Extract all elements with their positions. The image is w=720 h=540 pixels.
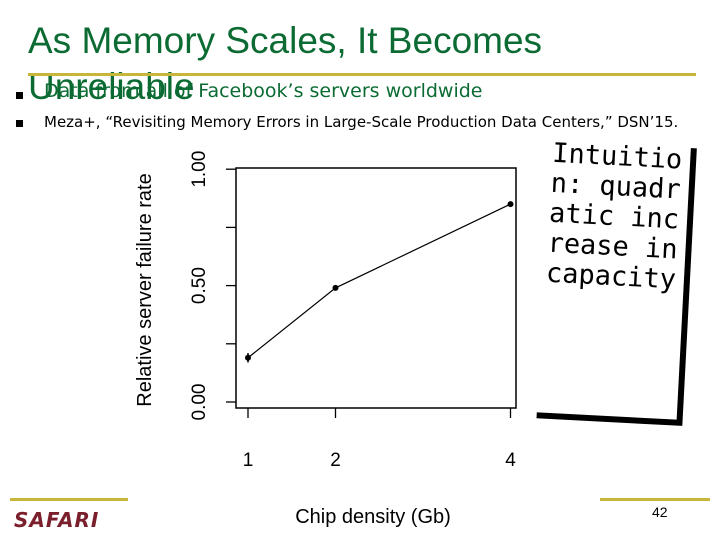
title-line-1: As Memory Scales, It Becomes xyxy=(28,20,543,61)
y-tick-label: 1.00 xyxy=(189,151,210,188)
x-tick-label: 1 xyxy=(243,450,254,471)
footer-divider-right xyxy=(600,498,710,501)
x-tick-label: 2 xyxy=(330,450,341,471)
y-tick-label: 0.50 xyxy=(189,267,210,304)
series-line xyxy=(247,203,511,359)
safari-logo: SAFARI xyxy=(14,508,100,532)
y-tick-label: 0.00 xyxy=(189,384,210,421)
y-axis-label: Relative server failure rate xyxy=(134,173,156,406)
x-tick-label: 4 xyxy=(505,450,516,471)
bullet-facebook-data: Data from all of Facebook’s servers worl… xyxy=(44,80,483,102)
x-axis-label: Chip density (Gb) xyxy=(295,506,451,528)
footer-divider-left xyxy=(10,498,128,501)
data-point xyxy=(245,354,251,361)
data-point xyxy=(332,284,339,291)
page-number: 42 xyxy=(652,504,668,520)
title-line-2: Unreliable xyxy=(28,66,195,107)
intuition-callout: Intuition: quadratic increase in capacit… xyxy=(530,134,692,420)
plot-frame xyxy=(235,167,517,409)
slide-title: As Memory Scales, It Becomes Unreliable xyxy=(28,18,542,110)
data-point xyxy=(507,201,514,208)
title-divider xyxy=(28,73,696,76)
bullet-square-icon xyxy=(16,120,23,127)
bullet-citation: Meza+, “Revisiting Memory Errors in Larg… xyxy=(44,113,679,131)
bullet-square-icon xyxy=(16,92,23,99)
